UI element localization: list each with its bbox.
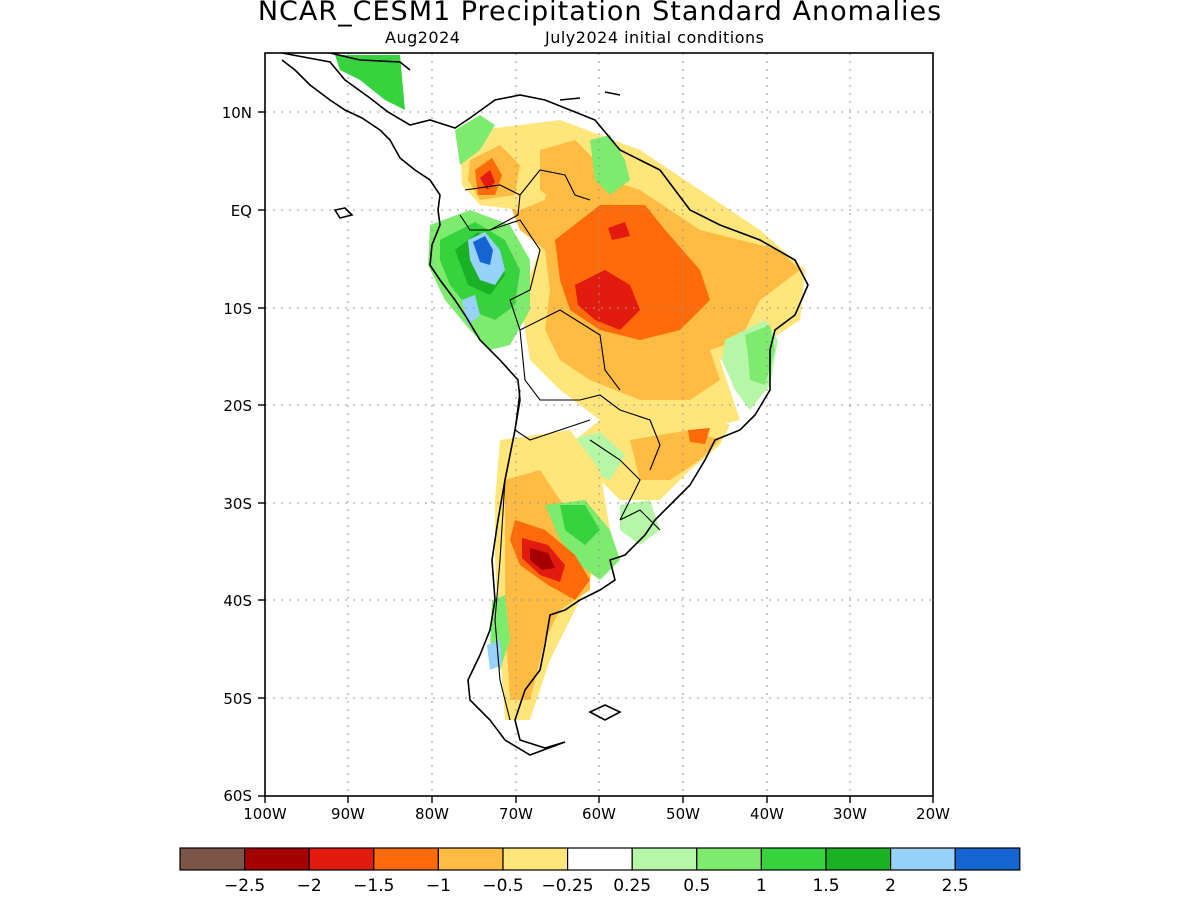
colorbar-swatch: [825, 847, 892, 871]
galapagos: [333, 207, 354, 219]
colorbar-swatch: [179, 847, 246, 871]
lon-tick-label: 100W: [243, 805, 287, 823]
colorbar: −2.5 −2 −1.5 −1 −0.5 −0.25 0.25 0.5 1 1.…: [179, 847, 1021, 896]
anomaly-region-paraguay-green: [570, 432, 625, 480]
colorbar-label: −0.5: [482, 876, 523, 896]
lon-tick-label: 50W: [666, 805, 700, 823]
forecast-month: Aug2024: [385, 28, 461, 47]
anomaly-region-colombia-red: [480, 170, 495, 190]
lat-tick-label: 10N: [222, 104, 252, 122]
anomaly-region-andes-lightblue: [487, 640, 502, 670]
colorbar-swatch: [437, 847, 504, 871]
colorbar-swatch: [502, 847, 569, 871]
lat-tick-label: 50S: [223, 690, 252, 708]
colorbar-label: −2.5: [224, 876, 265, 896]
anomaly-region-guianas: [590, 135, 630, 195]
lat-tick-label: 40S: [223, 592, 252, 610]
country-borders: [459, 169, 661, 721]
latitude-labels: 10N EQ 10S 20S 30S 40S 50S 60S: [222, 104, 252, 805]
colorbar-swatch: [373, 847, 439, 871]
colorbar-swatch: [244, 847, 310, 871]
colorbar-label: 0.25: [613, 876, 651, 896]
anomaly-region-central-america: [335, 55, 405, 110]
initial-conditions: July2024 initial conditions: [545, 28, 765, 47]
colorbar-swatch: [631, 847, 698, 871]
colorbar-label: 1.5: [812, 876, 839, 896]
coastlines: [281, 53, 809, 756]
lon-tick-label: 20W: [916, 805, 950, 823]
colorbar-swatch: [954, 847, 1021, 871]
colorbar-label: 2.5: [942, 876, 969, 896]
colorbar-swatch: [889, 847, 956, 871]
colorbar-swatch: [308, 847, 375, 871]
lon-tick-label: 90W: [331, 805, 365, 823]
colorbar-label: −2: [297, 876, 322, 896]
colorbar-label: 1: [756, 876, 767, 896]
lat-tick-label: EQ: [231, 202, 252, 220]
colorbar-label: −0.25: [542, 876, 594, 896]
colorbar-swatch: [566, 847, 633, 871]
anomaly-region-argentina-midgreen: [560, 505, 600, 545]
lat-tick-label: 60S: [223, 787, 252, 805]
anomaly-region-nw-colombia: [455, 115, 495, 165]
colorbar-swatch: [760, 847, 827, 871]
colorbar-label: 0.5: [683, 876, 710, 896]
lon-tick-label: 40W: [750, 805, 784, 823]
anomaly-region-argentina-darkred: [530, 548, 555, 570]
lat-tick-label: 30S: [223, 495, 252, 513]
south-america-coastline: [281, 53, 809, 756]
lat-tick-label: 10S: [223, 300, 252, 318]
lon-tick-label: 30W: [833, 805, 867, 823]
lon-tick-label: 70W: [499, 805, 533, 823]
longitude-labels: 100W 90W 80W 70W 60W 50W 40W 30W 20W: [243, 805, 950, 823]
anomaly-region-se-brazil-darkorange: [688, 428, 710, 444]
falklands: [588, 704, 622, 721]
anomaly-region-west-amazon-blue: [473, 236, 493, 265]
map-title: NCAR_CESM1 Precipitation Standard Anomal…: [257, 0, 943, 27]
anomaly-region-uruguay: [620, 500, 660, 545]
anomaly-region-amazon-red-north: [608, 222, 630, 240]
colorbar-label: −1: [426, 876, 451, 896]
colorbar-labels: −2.5 −2 −1.5 −1 −0.5 −0.25 0.25 0.5 1 1.…: [224, 876, 969, 896]
cuba: [329, 53, 411, 71]
caribbean-islands: [559, 91, 621, 101]
anomaly-region-east-brazil-green: [745, 325, 775, 385]
lon-tick-label: 60W: [582, 805, 616, 823]
colorbar-label: −1.5: [353, 876, 394, 896]
colorbar-swatch: [696, 847, 762, 871]
anomaly-shading: [335, 55, 805, 720]
lat-tick-label: 20S: [223, 397, 252, 415]
anomaly-region-venezuela-orange: [540, 140, 600, 205]
lon-tick-label: 80W: [415, 805, 449, 823]
colorbar-swatches: [179, 847, 1021, 871]
tick-marks: [258, 111, 934, 803]
anomaly-region-amazon-red: [575, 270, 640, 330]
colorbar-label: 2: [885, 876, 896, 896]
